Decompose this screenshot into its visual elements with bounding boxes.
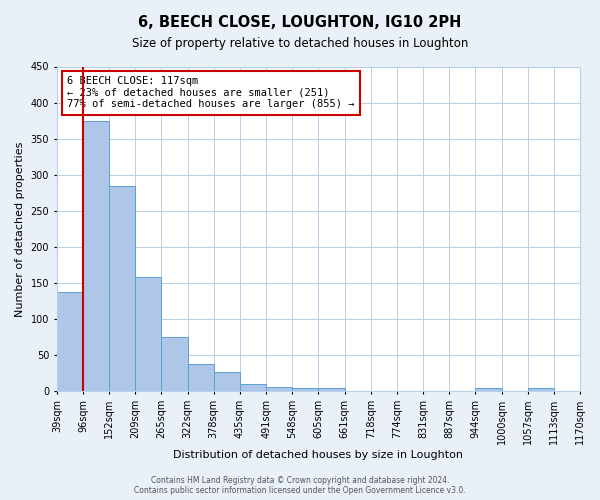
- Bar: [527, 388, 554, 392]
- X-axis label: Distribution of detached houses by size in Loughton: Distribution of detached houses by size …: [173, 450, 463, 460]
- Bar: [109, 186, 135, 392]
- Bar: [266, 387, 292, 392]
- Bar: [214, 372, 240, 392]
- Bar: [135, 278, 161, 392]
- Text: Size of property relative to detached houses in Loughton: Size of property relative to detached ho…: [132, 38, 468, 51]
- Text: 6 BEECH CLOSE: 117sqm
← 23% of detached houses are smaller (251)
77% of semi-det: 6 BEECH CLOSE: 117sqm ← 23% of detached …: [67, 76, 355, 110]
- Bar: [475, 388, 502, 392]
- Bar: [188, 364, 214, 392]
- Bar: [57, 292, 83, 392]
- Bar: [292, 388, 319, 392]
- Text: Contains HM Land Registry data © Crown copyright and database right 2024.
Contai: Contains HM Land Registry data © Crown c…: [134, 476, 466, 495]
- Bar: [161, 337, 188, 392]
- Bar: [83, 120, 109, 392]
- Y-axis label: Number of detached properties: Number of detached properties: [15, 141, 25, 316]
- Bar: [319, 388, 344, 392]
- Text: 6, BEECH CLOSE, LOUGHTON, IG10 2PH: 6, BEECH CLOSE, LOUGHTON, IG10 2PH: [139, 15, 461, 30]
- Bar: [240, 384, 266, 392]
